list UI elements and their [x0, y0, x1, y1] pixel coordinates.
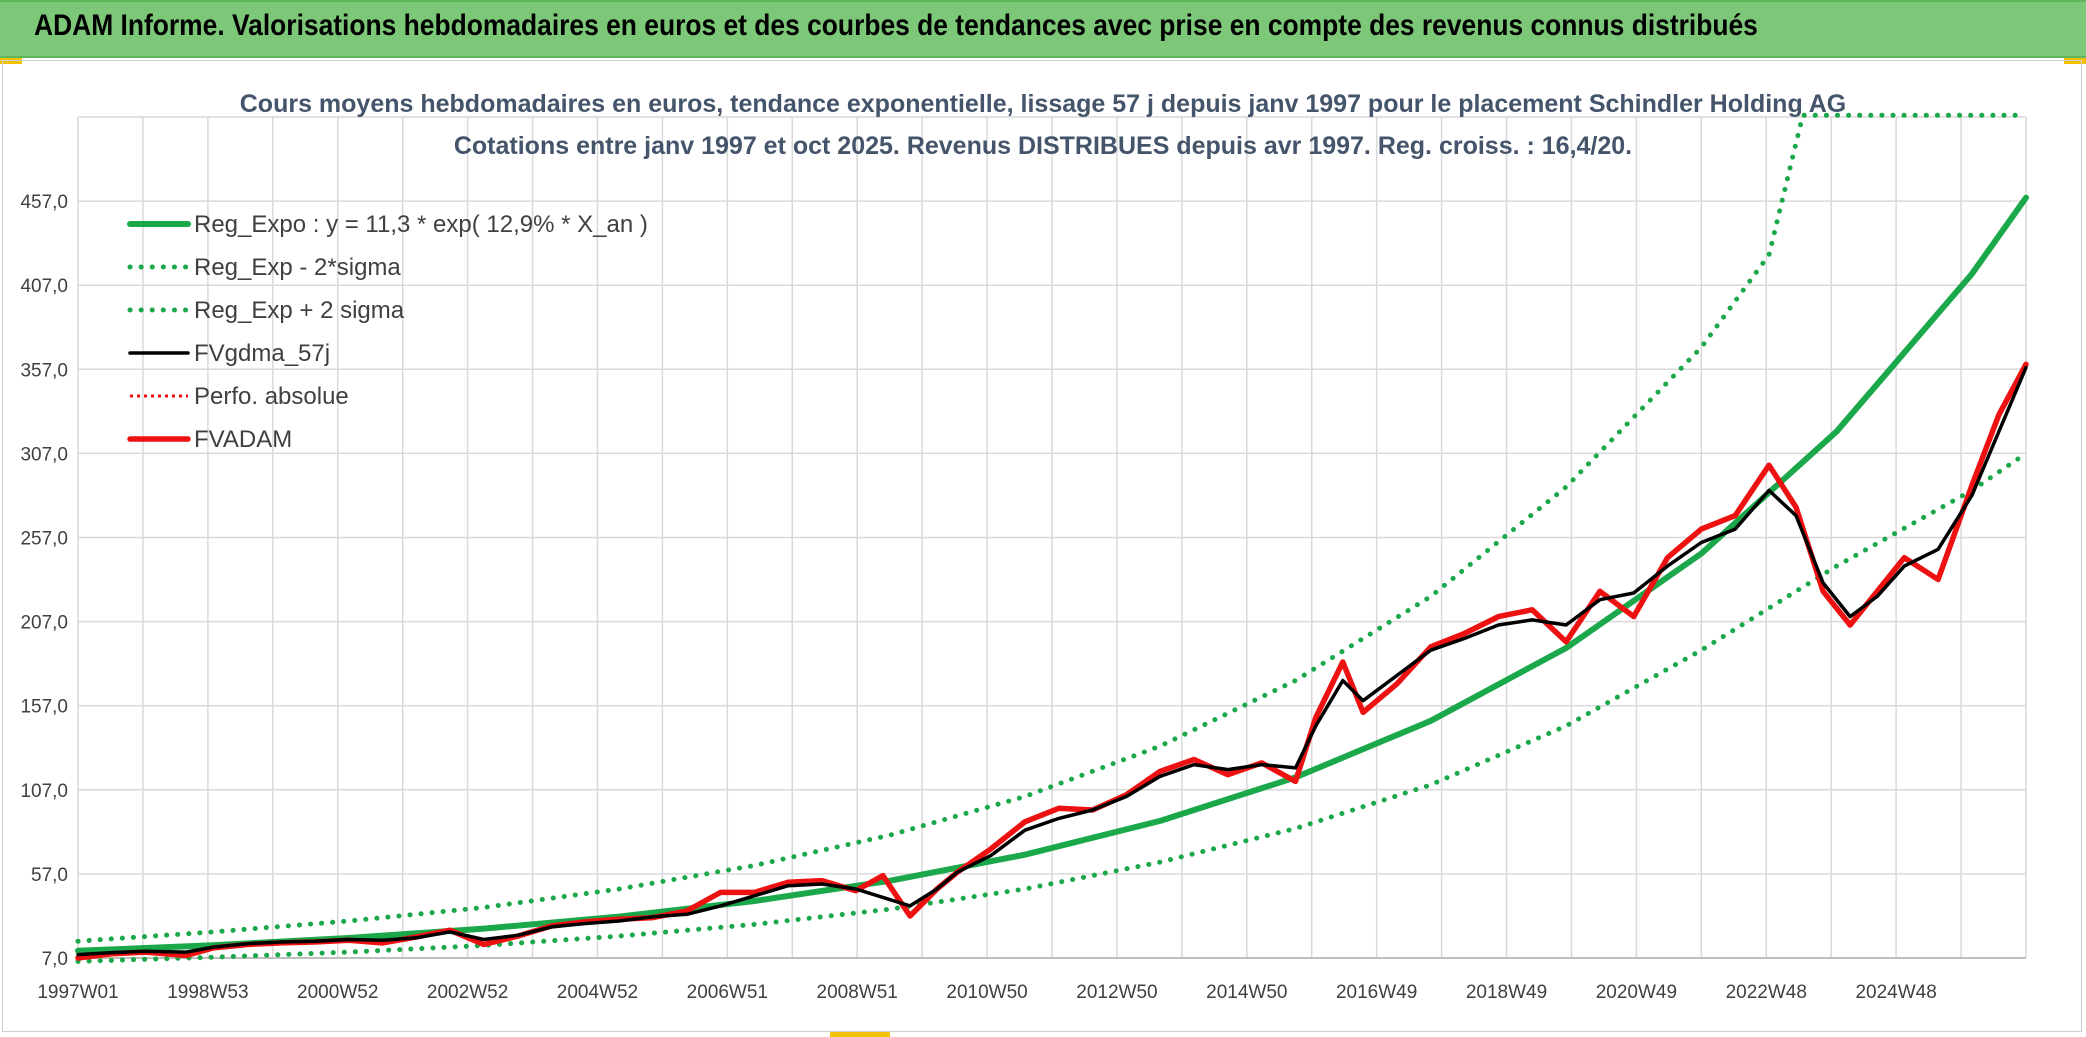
y-tick-label: 307,0 — [20, 444, 68, 465]
x-tick-label: 2004W52 — [557, 982, 638, 1003]
y-axis-ticks: 7,0 57,0 107,0 157,0 207,0 257,0 307,0 357,0 407… — [20, 192, 68, 970]
series-line-1 — [75, 450, 2029, 964]
report-title: ADAM Informe. Valorisations hebdomadaire… — [34, 9, 1758, 42]
y-tick-label: 257,0 — [20, 529, 68, 550]
x-tick-label: 2012W50 — [1076, 982, 1157, 1003]
x-tick-label: 2010W50 — [946, 982, 1027, 1003]
y-tick-label: 457,0 — [20, 192, 68, 213]
corner-mark-right — [2064, 58, 2086, 64]
legend-label: Reg_Exp - 2*sigma — [194, 254, 401, 281]
legend: Reg_Expo : y = 11,3 * exp( 12,9% * X_an … — [127, 211, 648, 453]
y-tick-label: 7,0 — [42, 949, 68, 970]
legend-label: Reg_Expo : y = 11,3 * exp( 12,9% * X_an … — [194, 211, 648, 238]
grid-lines — [77, 116, 2027, 959]
series-line-3 — [76, 365, 2028, 957]
legend-label: FVgdma_57j — [194, 340, 330, 367]
y-tick-label: 357,0 — [20, 360, 68, 381]
x-tick-label: 2024W48 — [1855, 982, 1936, 1003]
x-tick-label: 2008W51 — [817, 982, 898, 1003]
x-tick-label: 2022W48 — [1726, 982, 1807, 1003]
x-axis-ticks: 1997W01 1998W53 2000W52 2002W52 2004W52 2006W… — [37, 982, 1936, 1003]
y-tick-label: 407,0 — [20, 276, 68, 297]
corner-mark-left — [0, 58, 22, 64]
legend-label: FVADAM — [194, 426, 292, 453]
x-tick-label: 2014W50 — [1206, 982, 1287, 1003]
chart-title: Cours moyens hebdomadaires en euros, ten… — [240, 90, 1846, 118]
legend-label: Reg_Exp + 2 sigma — [194, 297, 405, 324]
x-tick-label: 2016W49 — [1336, 982, 1417, 1003]
y-tick-label: 107,0 — [20, 781, 68, 802]
x-tick-label: 2000W52 — [297, 982, 378, 1003]
title-banner: ADAM Informe. Valorisations hebdomadaire… — [0, 0, 2086, 58]
chart-subtitle: Cotations entre janv 1997 et oct 2025. R… — [454, 132, 1632, 160]
chart-frame — [2, 60, 2082, 1032]
y-tick-label: 207,0 — [20, 613, 68, 634]
x-tick-label: 2006W51 — [687, 982, 768, 1003]
x-tick-label: 2002W52 — [427, 982, 508, 1003]
series-lines — [75, 112, 2029, 964]
x-tick-label: 2018W49 — [1466, 982, 1547, 1003]
y-tick-label: 57,0 — [31, 865, 68, 886]
y-tick-label: 157,0 — [20, 697, 68, 718]
corner-mark-bottom — [830, 1031, 890, 1037]
series-line-2 — [75, 112, 2029, 944]
legend-label: Perfo. absolue — [194, 383, 349, 410]
x-tick-label: 1998W53 — [167, 982, 248, 1003]
x-tick-label: 1997W01 — [37, 982, 118, 1003]
x-tick-label: 2020W49 — [1596, 982, 1677, 1003]
